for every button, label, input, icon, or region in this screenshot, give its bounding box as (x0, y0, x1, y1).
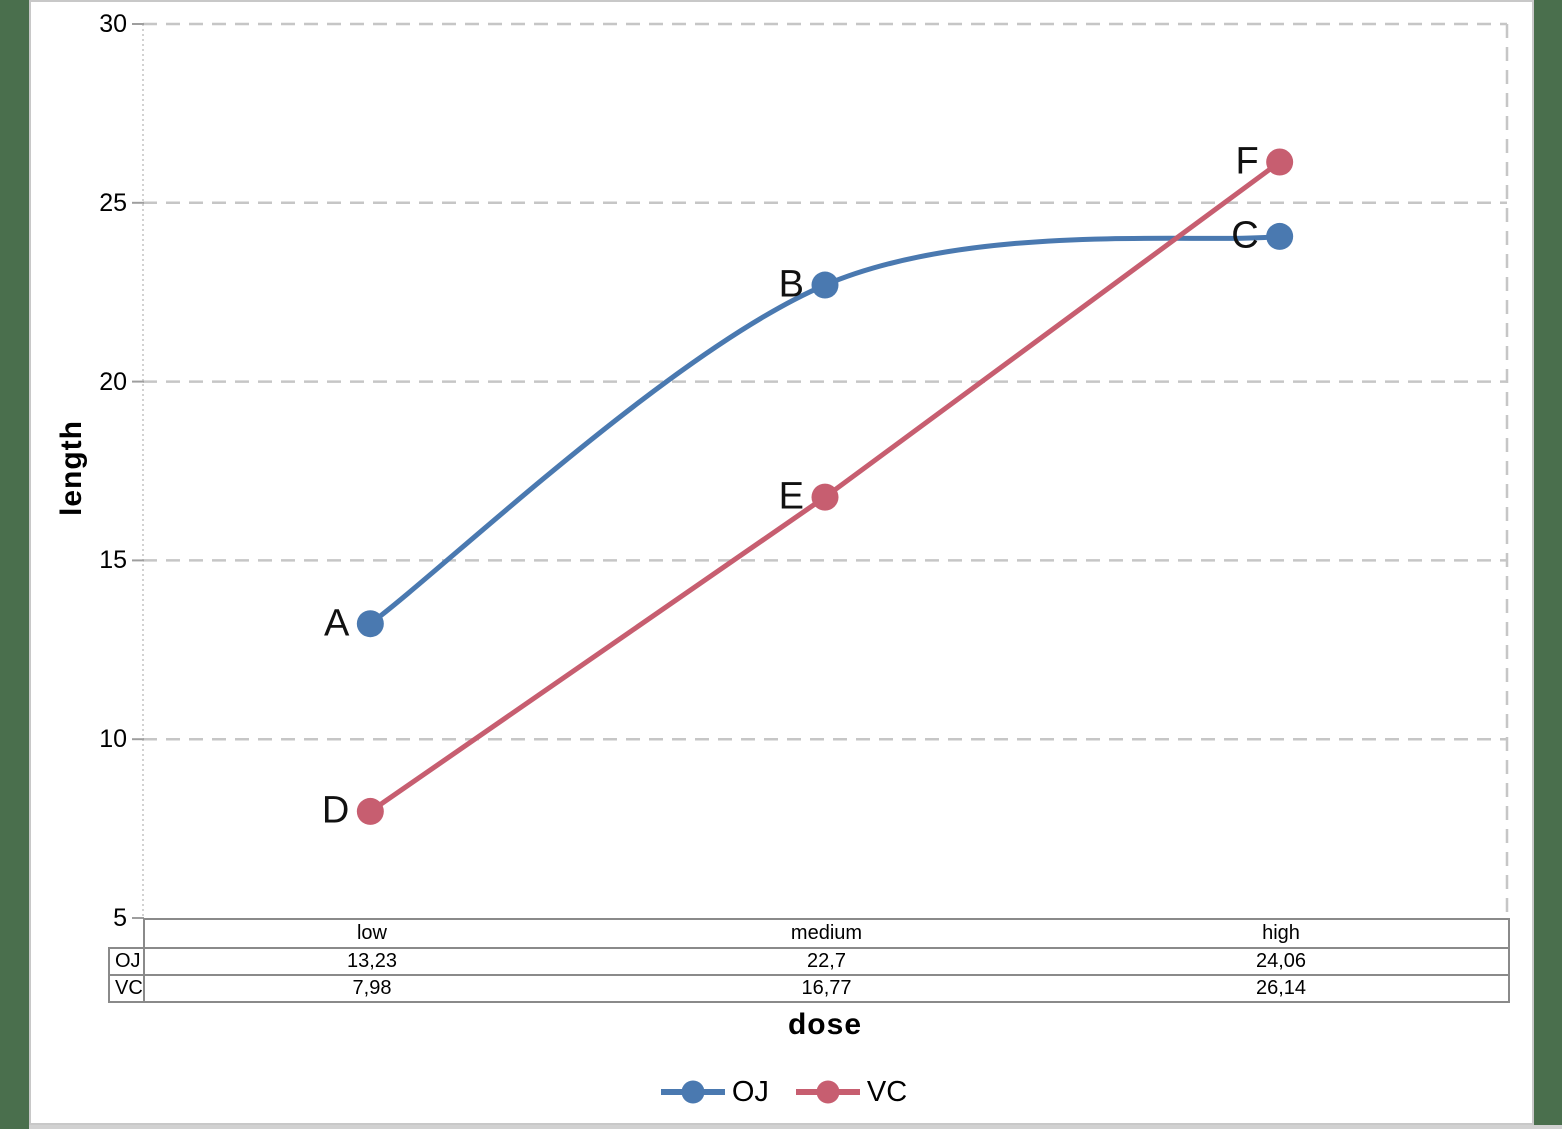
point-label-D: D (321, 789, 350, 832)
table-row-VC: VC 7,98 16,77 26,14 (108, 974, 1510, 1003)
table-column-header: medium (599, 918, 1054, 949)
y-tick-label: 5 (113, 904, 127, 932)
table-header-row: low medium high (109, 918, 1510, 949)
table-cell: 24,06 (1054, 947, 1510, 976)
legend-label: OJ (731, 1075, 769, 1108)
point-label-C: C (1231, 214, 1259, 257)
bottom-strip (29, 1125, 1562, 1129)
data-point-C[interactable] (1266, 222, 1294, 250)
chart-data-table: low medium high OJ 13,23 22,7 24,06 VC 7,98 16,77… (108, 918, 1510, 1003)
table-row-label: VC (108, 974, 145, 1003)
table-cell: 13,23 (144, 947, 599, 976)
table-corner-blank (109, 919, 144, 948)
table-row-OJ: OJ 13,23 22,7 24,06 (108, 947, 1510, 976)
data-point-D[interactable] (356, 797, 384, 825)
data-point-A[interactable] (356, 610, 384, 638)
table-cell: 16,77 (599, 974, 1054, 1003)
table-cell: 26,14 (1054, 974, 1510, 1003)
data-point-E[interactable] (811, 483, 839, 511)
table-row-label: OJ (108, 947, 145, 976)
x-axis-title: dose (787, 1008, 863, 1041)
point-label-B: B (778, 263, 804, 306)
data-point-F[interactable] (1266, 148, 1294, 176)
y-tick-label: 20 (99, 367, 127, 396)
plot-area (132, 22, 1509, 919)
legend-swatch-icon (660, 1080, 725, 1104)
legend-swatch-icon (795, 1080, 860, 1104)
table-column-header: high (1054, 918, 1510, 949)
legend-label: VC (866, 1075, 908, 1108)
table-cell: 7,98 (144, 974, 599, 1003)
legend-item-OJ[interactable]: OJ (660, 1076, 769, 1109)
y-tick-label: 15 (99, 546, 127, 575)
y-tick-label: 10 (99, 725, 127, 754)
table-cell: 22,7 (599, 947, 1054, 976)
point-label-F: F (1235, 140, 1259, 183)
y-tick-label: 30 (99, 10, 127, 38)
point-label-A: A (323, 602, 350, 645)
y-tick-label: 25 (99, 188, 127, 217)
chart-legend: OJ VC (31, 1066, 1532, 1118)
data-point-B[interactable] (811, 271, 839, 299)
legend-item-VC[interactable]: VC (795, 1076, 907, 1109)
point-label-E: E (778, 475, 804, 518)
table-column-header: low (143, 918, 599, 949)
